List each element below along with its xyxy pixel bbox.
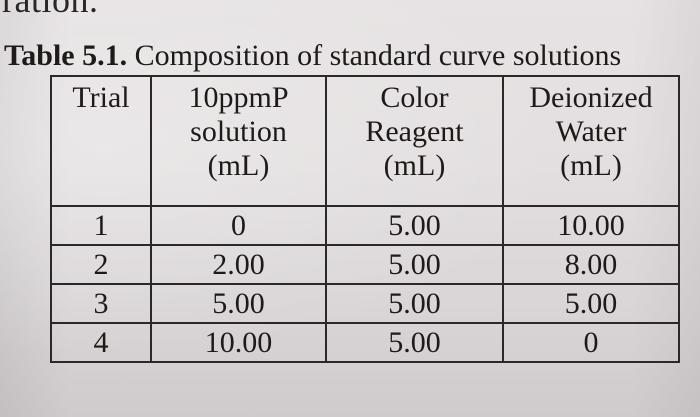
cut-off-text: ration. [2,0,99,20]
cell-trial: 1 [50,205,152,246]
cell-reagent: 5.00 [325,322,504,363]
cell-reagent: 5.00 [325,205,504,246]
cell-solution: 0 [150,205,327,246]
cell-solution: 2.00 [150,244,327,285]
header-trial-line: Trial [72,81,130,114]
table-caption-text: Composition of standard curve solutions [134,39,622,72]
header-deionized-water: Deionized Water (mL) [502,75,680,207]
cell-solution: 10.00 [150,322,327,363]
header-water-line-2: Water [555,115,627,148]
header-water-line-1: Deionized [529,81,653,114]
cell-solution: 5.00 [150,283,327,324]
cell-trial: 4 [50,322,152,363]
cell-trial: 3 [50,283,152,324]
table-caption-label: Table 5.1. [4,39,128,72]
header-trial: Trial [50,75,152,207]
header-reagent-line-3: (mL) [383,149,446,182]
header-reagent-line-1: Color [380,81,449,114]
header-water-line-3: (mL) [560,149,622,182]
cell-water: 5.00 [502,283,680,324]
header-solution: 10ppmP solution (mL) [150,75,327,207]
composition-table: Trial 10ppmP solution (mL) Color Reagent… [50,75,680,363]
header-solution-line-3: (mL) [207,149,270,182]
table-row: 4 10.00 5.00 0 [50,322,680,363]
cell-trial: 2 [50,244,152,285]
table-header-row: Trial 10ppmP solution (mL) Color Reagent… [50,75,680,207]
cell-water: 10.00 [502,205,680,246]
header-solution-line-1: 10ppmP [188,81,289,114]
cell-reagent: 5.00 [325,283,504,324]
header-color-reagent: Color Reagent (mL) [325,75,504,207]
header-reagent-line-2: Reagent [365,115,464,148]
table-row: 3 5.00 5.00 5.00 [50,283,680,324]
cell-water: 8.00 [502,244,680,285]
cell-water: 0 [502,322,680,363]
cell-reagent: 5.00 [325,244,504,285]
table-row: 1 0 5.00 10.00 [50,205,680,246]
table-caption: Table 5.1. Composition of standard curve… [4,39,621,73]
table-row: 2 2.00 5.00 8.00 [50,244,680,285]
header-solution-line-2: solution [190,115,287,148]
